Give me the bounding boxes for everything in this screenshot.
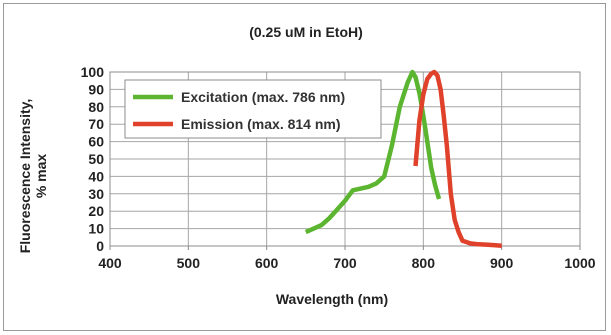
y-tick-label: 20	[88, 203, 104, 219]
x-axis-title: Wavelength (nm)	[276, 291, 388, 307]
y-tick-label: 100	[81, 64, 105, 80]
y-tick-label: 40	[88, 168, 104, 184]
plot-border	[109, 71, 581, 247]
legend-label: Emission (max. 814 nm)	[181, 116, 341, 132]
x-tick-label: 400	[98, 255, 122, 271]
series-line-emission	[413, 69, 502, 248]
series-lines	[304, 69, 502, 248]
x-tick-label: 800	[412, 255, 436, 271]
y-axis-title: Fluorescence Intensity, % max	[17, 99, 49, 254]
x-tick-label: 600	[255, 255, 279, 271]
x-tick-label: 900	[490, 255, 514, 271]
y-axis-title-line-1: Fluorescence Intensity,	[17, 99, 33, 254]
legend-box	[124, 79, 382, 139]
y-tick-label: 10	[88, 221, 104, 237]
legend-label: Excitation (max. 786 nm)	[181, 89, 345, 105]
y-tick-label: 60	[88, 134, 104, 150]
y-tick-label: 80	[88, 99, 104, 115]
y-axis-title-line-2: % max	[33, 154, 49, 199]
chart-frame: (0.25 uM in EtoH) 0 10 20 30 40 50 60 70 80 90 100…	[3, 3, 606, 331]
y-tick-label: 70	[88, 116, 104, 132]
fluorescence-chart: (0.25 uM in EtoH) 0102030405060708090100…	[17, 24, 596, 307]
y-tick-label: 0	[96, 238, 104, 254]
legend: Excitation (max. 786 nm) Emission (max. 8…	[124, 79, 382, 139]
y-tick-label: 90	[88, 81, 104, 97]
x-tick-label: 1000	[564, 255, 595, 271]
series-line-excitation	[304, 69, 442, 235]
x-tick-label: 700	[333, 255, 357, 271]
y-tick-label: 30	[88, 186, 104, 202]
y-tick-label: 50	[88, 151, 104, 167]
chart-title: (0.25 uM in EtoH)	[249, 24, 363, 40]
x-tick-label: 500	[177, 255, 201, 271]
